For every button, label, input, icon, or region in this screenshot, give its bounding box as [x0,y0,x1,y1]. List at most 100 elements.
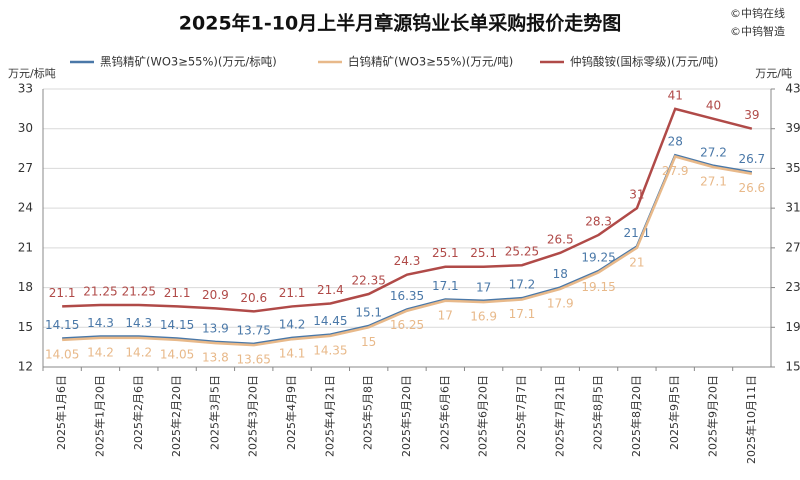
data-label: 31 [629,188,644,202]
data-label: 13.75 [237,323,271,337]
data-label: 13.65 [237,353,271,367]
x-tick-label: 2025年1月6日 [54,375,68,450]
x-tick-label: 2025年6月6日 [437,375,451,450]
data-label: 26.5 [547,232,574,246]
data-label: 14.05 [160,347,194,361]
data-label: 26.7 [738,152,765,166]
data-label: 14.1 [279,347,306,361]
data-label: 25.1 [470,246,497,260]
data-label: 16.35 [390,289,424,303]
x-tick-label: 2025年2月6日 [131,375,145,450]
data-label: 14.2 [87,345,114,359]
data-label: 27.1 [700,175,727,189]
series-line [62,107,753,313]
data-label: 14.15 [160,318,194,332]
watermark: ©中钨在线 [730,6,785,20]
data-label: 19.15 [581,280,615,294]
legend-label: 仲钨酸铵(国标零级)(万元/吨) [570,55,718,69]
data-label: 28.3 [585,214,612,228]
y2-axis-label: 万元/吨 [755,67,792,80]
x-tick-label: 2025年8月5日 [591,375,605,450]
data-label: 15 [361,335,376,349]
data-label: 14.2 [279,317,306,331]
x-tick-label: 2025年1月20日 [92,375,106,457]
data-label: 21.1 [164,286,191,300]
data-label: 14.2 [125,345,152,359]
data-label: 25.25 [505,245,539,259]
data-label: 25.1 [432,246,459,260]
data-label: 16.25 [390,318,424,332]
y-tick-label: 33 [18,82,33,96]
y2-tick-label: 31 [785,201,800,215]
data-label: 17.1 [432,279,459,293]
x-tick-label: 2025年4月9日 [284,375,298,450]
x-tick-label: 2025年5月8日 [361,375,375,450]
y2-tick-label: 15 [785,360,800,374]
x-tick-label: 2025年7月7日 [514,375,528,450]
y2-tick-label: 35 [785,161,800,175]
data-label: 17.1 [509,307,536,321]
data-label: 17 [476,280,491,294]
y2-tick-label: 19 [785,320,800,334]
data-label: 21.4 [317,283,344,297]
y2-tick-label: 39 [785,121,800,135]
x-tick-label: 2025年2月20日 [169,375,183,457]
data-label: 13.9 [202,321,229,335]
data-label: 20.6 [240,291,267,305]
chart-title: 2025年1-10月上半月章源钨业长单采购报价走势图 [179,12,621,35]
y-tick-label: 30 [18,121,33,135]
x-tick-label: 2025年8月20日 [629,375,643,457]
y-axis-label: 万元/标吨 [8,66,56,80]
data-label: 16.9 [470,310,497,324]
watermark: ©中钨智造 [730,24,785,38]
data-label: 21.25 [83,284,117,298]
x-tick-label: 2025年10月11日 [744,375,758,464]
data-label: 40 [706,98,721,112]
data-label: 14.45 [313,314,347,328]
data-label: 27.9 [662,164,689,178]
y-tick-label: 12 [18,360,33,374]
x-tick-label: 2025年9月20日 [706,375,720,457]
data-label: 18 [553,267,568,281]
y-tick-label: 18 [18,280,33,294]
data-label: 19.25 [581,251,615,265]
x-tick-label: 2025年9月5日 [667,375,681,450]
data-label: 21.25 [122,284,156,298]
data-label: 41 [668,88,683,102]
x-tick-label: 2025年5月20日 [399,375,413,457]
data-label: 17 [438,308,453,322]
data-label: 17.2 [509,278,536,292]
data-label: 14.05 [45,347,79,361]
y2-tick-label: 23 [785,280,800,294]
series-line [62,155,753,347]
y2-tick-label: 43 [785,82,800,96]
data-label: 20.9 [202,288,229,302]
data-label: 15.1 [355,305,382,319]
data-label: 14.3 [125,316,152,330]
data-label: 21.1 [279,286,306,300]
legend-label: 黑钨精矿(WO3≥55%)(万元/标吨) [100,55,277,69]
data-label: 27.2 [700,145,727,159]
data-label: 39 [744,108,759,122]
data-label: 24.3 [394,254,421,268]
legend-label: 白钨精矿(WO3≥55%)(万元/吨) [348,55,513,69]
x-tick-label: 2025年6月20日 [476,375,490,457]
x-tick-label: 2025年7月21日 [552,375,566,457]
y2-tick-label: 27 [785,240,800,254]
x-tick-label: 2025年3月20日 [246,375,260,457]
data-label: 14.15 [45,318,79,332]
y-tick-label: 24 [18,201,33,215]
x-tick-label: 2025年4月21日 [322,375,336,457]
data-label: 17.9 [547,296,574,310]
y-tick-label: 21 [18,240,33,254]
x-tick-label: 2025年3月5日 [207,375,221,450]
data-label: 14.35 [313,343,347,357]
data-label: 22.35 [352,274,386,288]
data-label: 28 [668,135,683,149]
data-label: 21.1 [49,286,76,300]
data-label: 14.3 [87,316,114,330]
y-tick-label: 27 [18,161,33,175]
y-tick-label: 15 [18,320,33,334]
